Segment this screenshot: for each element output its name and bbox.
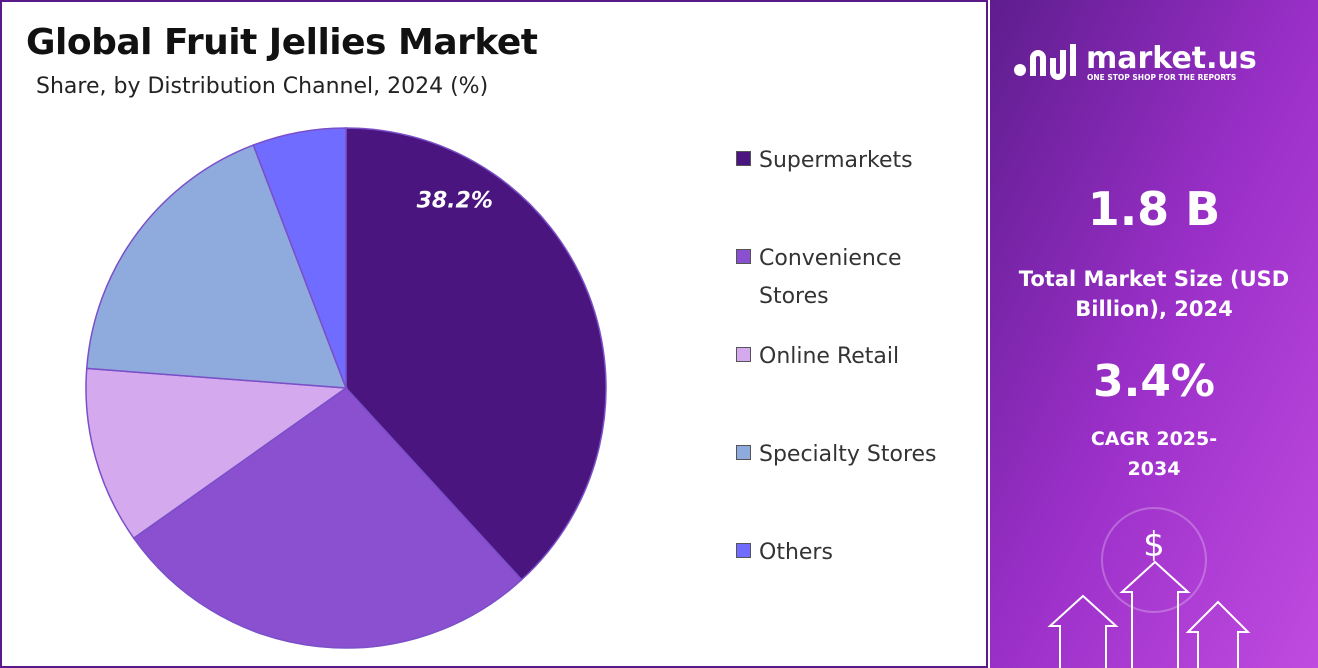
- legend-label: Online Retail: [759, 344, 900, 369]
- legend-swatch: [736, 445, 751, 460]
- legend-item: Online Retail: [736, 338, 959, 376]
- pie-slice: [85, 367, 349, 540]
- legend-item: Supermarkets: [736, 142, 959, 180]
- legend-item: Specialty Stores: [736, 436, 959, 474]
- legend-item: Others: [736, 534, 959, 572]
- legend-item: Convenience Stores: [736, 240, 959, 316]
- pie-slice: [345, 127, 607, 581]
- pie-chart: 38.2%: [85, 127, 607, 649]
- cagr-label: CAGR 2025-2034: [1090, 428, 1218, 480]
- legend-label: Others: [759, 540, 833, 565]
- legend-swatch: [736, 543, 751, 558]
- brand-name: market.us: [1086, 41, 1257, 76]
- legend-label: Supermarkets: [759, 148, 913, 173]
- legend-swatch: [736, 151, 751, 166]
- dollar-icon: $: [1143, 525, 1165, 565]
- decor-circle: [1101, 507, 1207, 613]
- chart-subtitle: Share, by Distribution Channel, 2024 (%): [36, 74, 489, 99]
- logo-mark: [1014, 44, 1076, 80]
- decor-arrows: [1047, 560, 1251, 668]
- pie-slice: [132, 387, 523, 649]
- market-size-label: Total Market Size (USD Billion), 2024: [1018, 267, 1290, 321]
- market-size: 1.8 B: [1087, 182, 1221, 236]
- brand-tagline: ONE STOP SHOP FOR THE REPORTS: [1087, 73, 1236, 82]
- legend-swatch: [736, 249, 751, 264]
- pie-slice: [252, 127, 347, 389]
- info-panel: market.us ONE STOP SHOP FOR THE REPORTS …: [990, 0, 1318, 668]
- chart-title: Global Fruit Jellies Market: [26, 22, 538, 63]
- data-label: 38.2%: [417, 189, 493, 214]
- legend-label: Convenience Stores: [759, 246, 902, 309]
- legend-swatch: [736, 347, 751, 362]
- panel-background: [990, 0, 1318, 668]
- pie-slice: [85, 144, 348, 389]
- legend-label: Specialty Stores: [759, 442, 937, 467]
- cagr-value: 3.4%: [1092, 356, 1216, 407]
